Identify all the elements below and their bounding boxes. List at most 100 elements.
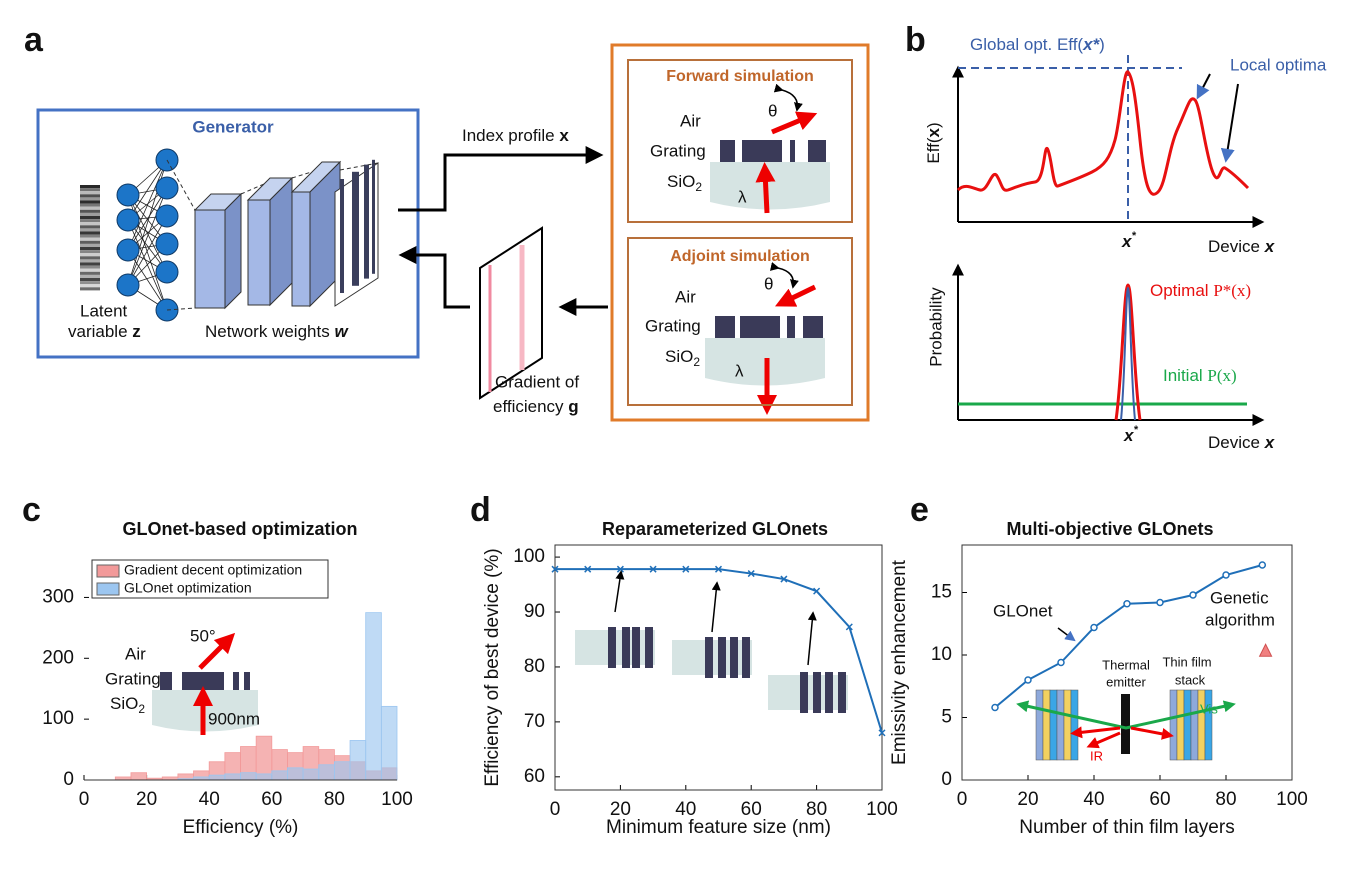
latent-stripe [80, 203, 100, 207]
label: variable [68, 322, 128, 341]
grating-block [808, 140, 826, 162]
y-axis-label: Efficiency of best device (%) [482, 548, 503, 786]
point [1258, 561, 1267, 569]
histogram-bar [208, 774, 226, 781]
axis-label: Eff(x) [924, 122, 943, 163]
y-tick-label: 0 [63, 769, 74, 790]
point [1222, 571, 1230, 579]
axis-label: Device [1208, 237, 1260, 256]
annotation: GLOnet [993, 601, 1053, 620]
film-layer [1176, 689, 1185, 761]
label: Index profile [462, 126, 555, 145]
latent-stripe [80, 231, 100, 235]
latent-stripe [80, 250, 100, 254]
panel-label: e [910, 491, 929, 529]
x-tick-label: 40 [675, 799, 696, 820]
efficiency-curve [956, 70, 1250, 196]
label: variable z [68, 322, 141, 341]
neuron [116, 238, 140, 262]
annotation: Global opt. Eff(x*) [970, 35, 1105, 54]
x-axis-label: Number of thin film layers [1019, 817, 1234, 838]
grating-block [632, 627, 640, 668]
symbol: P(x) [1207, 366, 1236, 385]
symbol: λ [735, 361, 744, 380]
tick-label: x* [1123, 424, 1138, 446]
axis-label: Probability [926, 287, 945, 367]
histogram-bar [302, 768, 320, 781]
layer-front [291, 191, 311, 307]
label: SiO [665, 347, 693, 366]
grating-block [742, 637, 750, 678]
x-tick-label: 40 [1083, 789, 1104, 810]
grating-block [622, 627, 630, 668]
histogram-bar [271, 770, 288, 781]
y-tick-label: 60 [524, 766, 545, 787]
x-tick-label: 20 [136, 789, 157, 810]
symbol: P*(x) [1213, 281, 1251, 300]
grating-block [790, 140, 795, 162]
y-tick-label: 100 [42, 708, 74, 729]
grating-block [182, 672, 224, 690]
connection [127, 215, 168, 286]
label: Index profile x [462, 126, 569, 145]
annotation: emitter [1106, 674, 1146, 689]
histogram-bar [224, 773, 241, 781]
arrow [807, 611, 817, 666]
x-tick-label: 60 [1149, 789, 1170, 810]
latent-stripe [80, 287, 100, 291]
symbol: θ [768, 101, 777, 120]
grating-block [645, 627, 653, 668]
label: Network weights w [205, 322, 349, 341]
annotation: Global opt. Eff( [970, 35, 1083, 54]
symbol: x [559, 126, 569, 145]
x-tick-label: 80 [1215, 789, 1236, 810]
forward-title: Forward simulation [666, 68, 814, 85]
label: Grating [650, 141, 706, 160]
arrow [1196, 73, 1211, 100]
x-tick-label: 20 [610, 799, 631, 820]
film-layer [1169, 689, 1178, 761]
layout [80, 83, 830, 415]
connection [127, 159, 168, 251]
x-tick-label: 100 [1276, 789, 1308, 810]
film-layer [1063, 689, 1072, 761]
point [714, 565, 723, 573]
point [1090, 623, 1098, 632]
plot-frame [961, 544, 1293, 781]
axis-label: Device x [1208, 433, 1276, 452]
neuron [155, 204, 179, 228]
panel-label: b [905, 21, 926, 59]
label: SiO [667, 172, 695, 191]
symbol: z [132, 322, 141, 341]
grating-block [742, 140, 782, 162]
annotation: Thin film [1162, 654, 1211, 669]
symbol: λ [738, 187, 747, 206]
latent-stripe [80, 206, 100, 210]
subscript: 2 [695, 180, 702, 194]
output-stripe [364, 164, 369, 279]
simulation-box [610, 43, 870, 422]
histogram-bar [349, 740, 367, 781]
latent-stripe [80, 228, 100, 232]
y-tick-label: 200 [42, 647, 74, 668]
label: efficiency g [493, 397, 579, 416]
panel-label: a [24, 21, 44, 59]
forward-box [627, 59, 853, 223]
y-tick-label: 10 [931, 644, 952, 665]
latent-stripe [80, 191, 100, 195]
x-tick-label: 80 [324, 789, 345, 810]
grating-block [718, 637, 726, 678]
point [1189, 591, 1197, 599]
histogram-bar [287, 767, 304, 781]
latent-stripe [80, 243, 100, 247]
arrow [1057, 627, 1076, 642]
annotation: IR [1090, 748, 1103, 763]
annotation: Local optima [1230, 55, 1327, 74]
legend-label: Gradient decent optimization [124, 562, 302, 578]
axis-label: ) [924, 122, 943, 128]
point [1024, 676, 1032, 684]
x-tick-label: 60 [741, 799, 762, 820]
annotation: Air [125, 644, 146, 663]
x-tick-label: 40 [199, 789, 220, 810]
point [813, 587, 821, 595]
